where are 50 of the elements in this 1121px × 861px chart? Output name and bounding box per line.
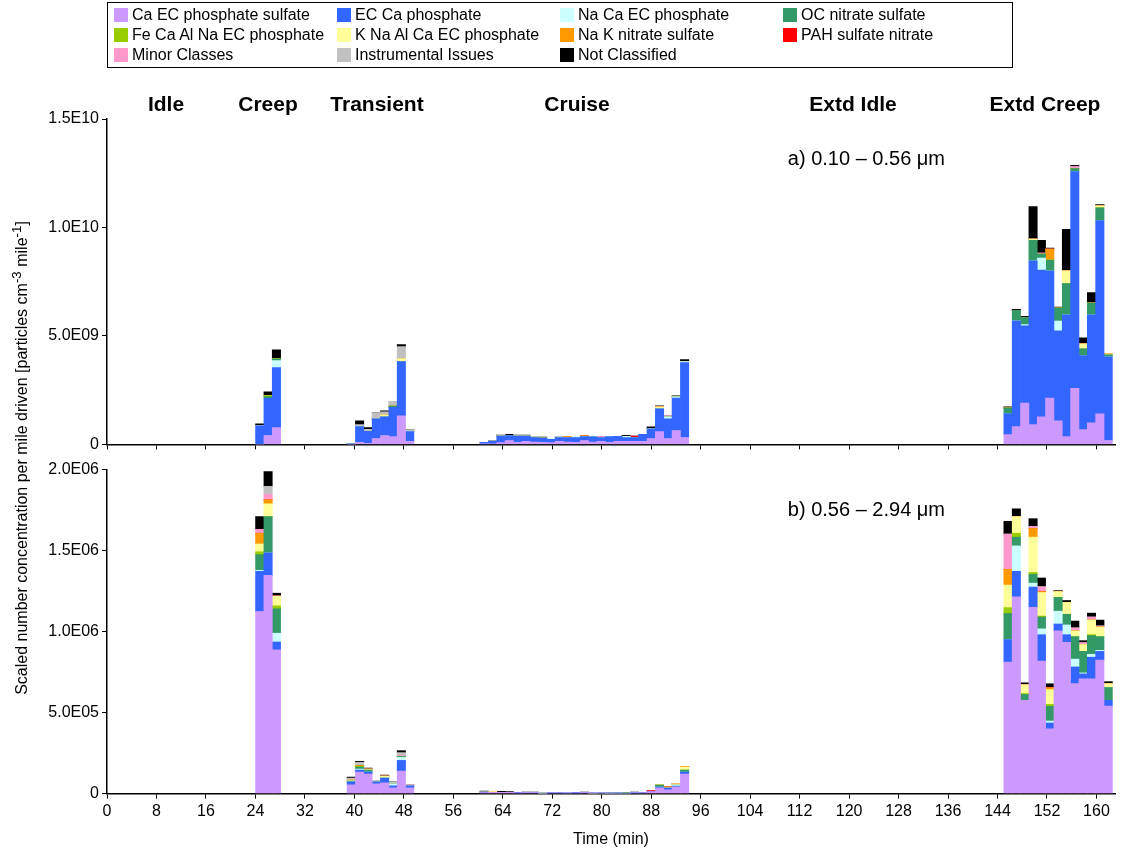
x-tick-label: 88: [642, 801, 661, 819]
legend-label: Minor Classes: [132, 46, 234, 64]
legend-label: Not Classified: [578, 46, 677, 64]
legend-label: Instrumental Issues: [355, 46, 494, 64]
y-tick-label: 1.5E06: [48, 541, 100, 559]
x-tick-label: 136: [934, 801, 962, 819]
y-tick-label: 0: [90, 434, 100, 452]
x-tick-label: 0: [102, 801, 112, 819]
x-tick-label: 96: [691, 801, 710, 819]
y-tick-label: 5.0E09: [48, 326, 100, 344]
x-tick-label: 8: [152, 801, 162, 819]
x-tick-label: 64: [493, 801, 512, 819]
legend-label: Fe Ca Al Na EC phosphate: [132, 26, 325, 44]
legend-label: Na Ca EC phosphate: [578, 6, 730, 24]
x-tick-label: 128: [885, 801, 912, 819]
x-tick-label: 72: [543, 801, 562, 819]
x-axis-title: Time (min): [573, 829, 649, 847]
text: Extd Creep: [989, 92, 1101, 115]
text: Cruise: [544, 92, 610, 115]
x-tick-label: 56: [444, 801, 463, 819]
legend-label: K Na Al Ca EC phosphate: [355, 26, 540, 44]
text: Creep: [238, 92, 298, 115]
legend-label: Ca EC phosphate sulfate: [132, 6, 310, 24]
y-tick-label: 1.0E10: [48, 217, 100, 235]
y-tick-label: 5.0E05: [48, 703, 100, 721]
x-tick-label: 144: [984, 801, 1011, 819]
x-tick-label: 24: [246, 801, 265, 819]
x-tick-label: 48: [394, 801, 413, 819]
text: Extd Idle: [809, 92, 897, 115]
x-tick-label: 120: [835, 801, 863, 819]
x-tick-label: 16: [197, 801, 215, 819]
legend-label: PAH sulfate nitrate: [801, 26, 934, 44]
annotation: a) 0.10 – 0.56 μm: [787, 147, 945, 169]
x-tick-label: 80: [592, 801, 611, 819]
annotation: b) 0.56 – 2.94 μm: [787, 497, 945, 520]
legend-label: EC Ca phosphate: [355, 6, 482, 24]
y-tick-label: 1.0E06: [48, 622, 100, 640]
legend-label: Na K nitrate sulfate: [578, 26, 715, 44]
y-tick-label: 1.5E10: [48, 109, 100, 127]
x-tick-label: 152: [1033, 801, 1061, 819]
y-tick-label: 0: [90, 784, 100, 802]
x-tick-label: 112: [786, 801, 813, 819]
x-tick-label: 32: [295, 801, 314, 819]
x-tick-label: 104: [736, 801, 764, 819]
y-tick-label: 2.0E06: [48, 460, 100, 478]
text: Idle: [147, 92, 185, 115]
legend-label: OC nitrate sulfate: [801, 6, 926, 24]
x-tick-label: 40: [345, 801, 364, 819]
x-tick-label: 160: [1083, 801, 1110, 819]
text: Transient: [330, 92, 424, 115]
